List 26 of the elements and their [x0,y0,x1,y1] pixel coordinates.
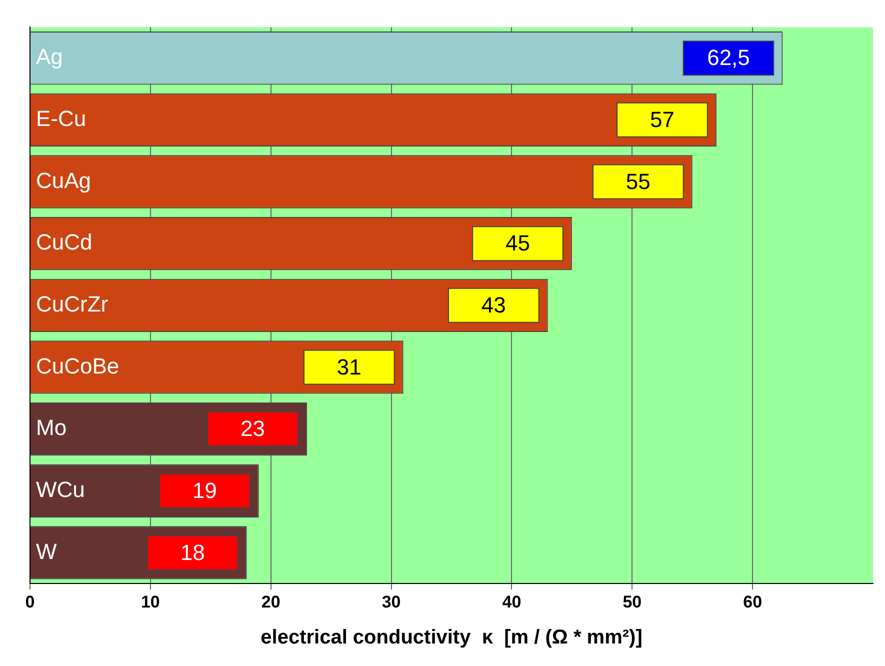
y-tick-label: CuCrZr [36,291,108,316]
x-tick-label: 50 [622,592,642,612]
data-label: 23 [240,416,266,442]
data-label: 31 [336,354,362,380]
data-label: 19 [192,478,217,503]
y-tick-label: CuAg [36,168,92,193]
y-tick-label: WCu [36,476,85,502]
data-label: 55 [626,168,650,194]
y-tick-label: E-Cu [36,106,86,131]
data-label: 45 [505,230,530,256]
x-tick-label: 40 [502,592,522,612]
y-tick-label: CuCd [36,230,92,255]
y-tick-label: W [36,538,57,564]
x-tick-label: 30 [382,592,401,612]
y-tick-label: CuCoBe [36,353,120,378]
x-tick-label: 60 [743,592,762,612]
y-tick-label: Ag [36,44,63,70]
x-axis-title: electrical conductivity κ [m / (Ω * mm²)] [260,626,642,649]
y-tick-label: Mo [36,415,67,440]
data-label: 43 [481,292,506,318]
x-tick-label: 10 [140,592,160,612]
x-tick-label: 0 [25,592,35,612]
data-label: 18 [180,540,205,565]
data-label: 57 [650,106,674,132]
data-label: 62,5 [707,45,750,70]
x-tick-label: 20 [261,592,280,612]
